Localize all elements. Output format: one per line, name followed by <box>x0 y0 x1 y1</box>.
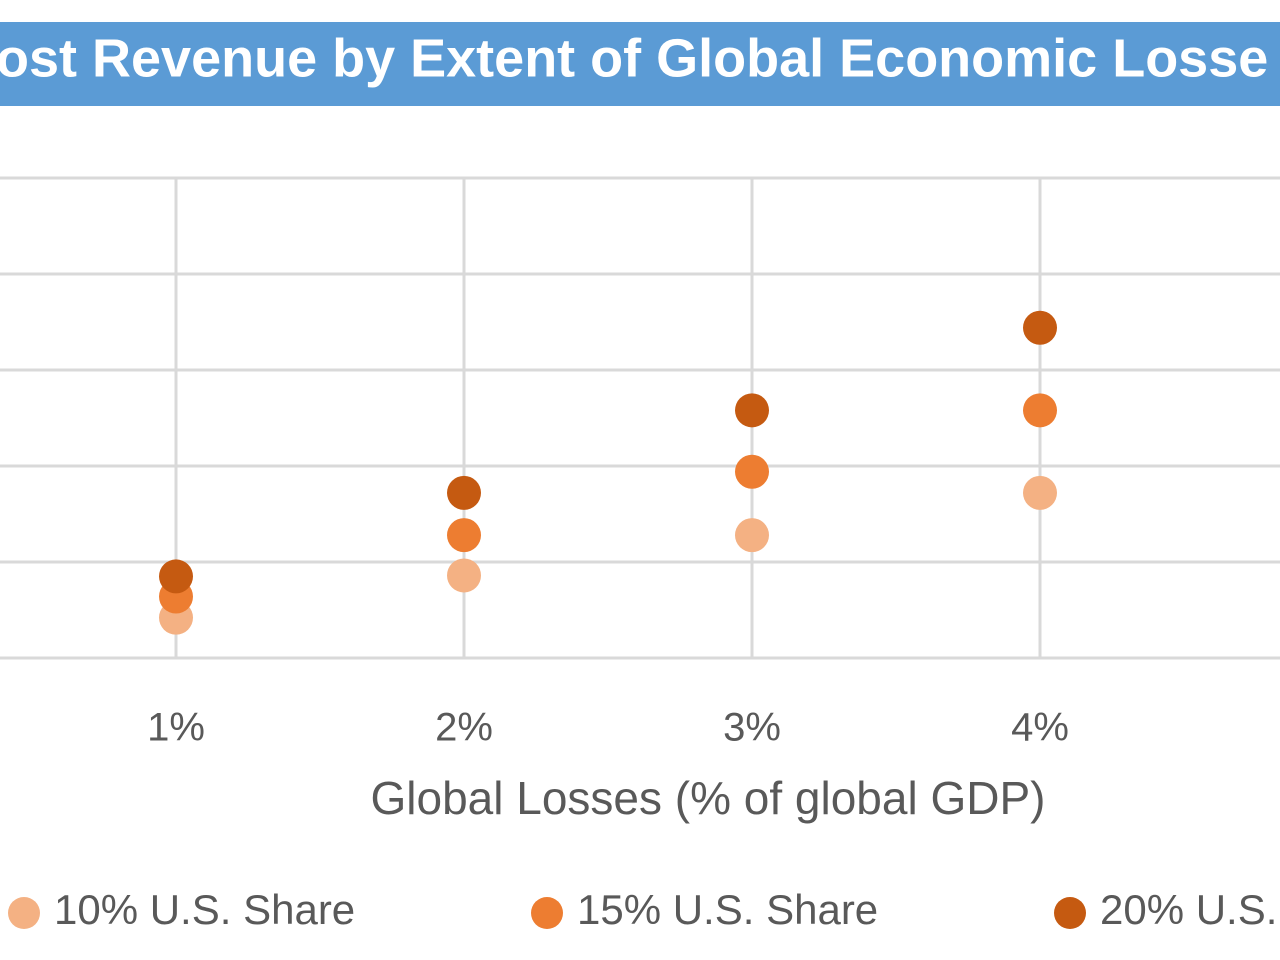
x-tick-label: 3% <box>723 706 781 750</box>
point <box>447 475 481 510</box>
point <box>159 559 193 594</box>
point <box>1023 475 1057 510</box>
legend-marker <box>1054 897 1086 929</box>
x-axis-title: Global Losses (% of global GDP) <box>371 772 1046 824</box>
legend-label: 20% U.S. <box>1100 886 1277 933</box>
point <box>447 558 481 593</box>
x-tick-label: 1% <box>147 706 205 750</box>
x-tick-label: 4% <box>1011 706 1069 750</box>
legend-label: 10% U.S. Share <box>54 886 355 933</box>
legend-marker <box>531 897 563 929</box>
point <box>1023 393 1057 428</box>
point <box>735 454 769 489</box>
point <box>1023 310 1057 345</box>
point <box>447 518 481 553</box>
point <box>735 393 769 428</box>
x-tick-label: 2% <box>435 706 493 750</box>
legend-label: 15% U.S. Share <box>577 886 878 933</box>
chart-title: ost Revenue by Extent of Global Economic… <box>0 28 1268 88</box>
point <box>735 518 769 553</box>
legend-marker <box>8 897 40 929</box>
title-bar <box>0 22 1280 106</box>
